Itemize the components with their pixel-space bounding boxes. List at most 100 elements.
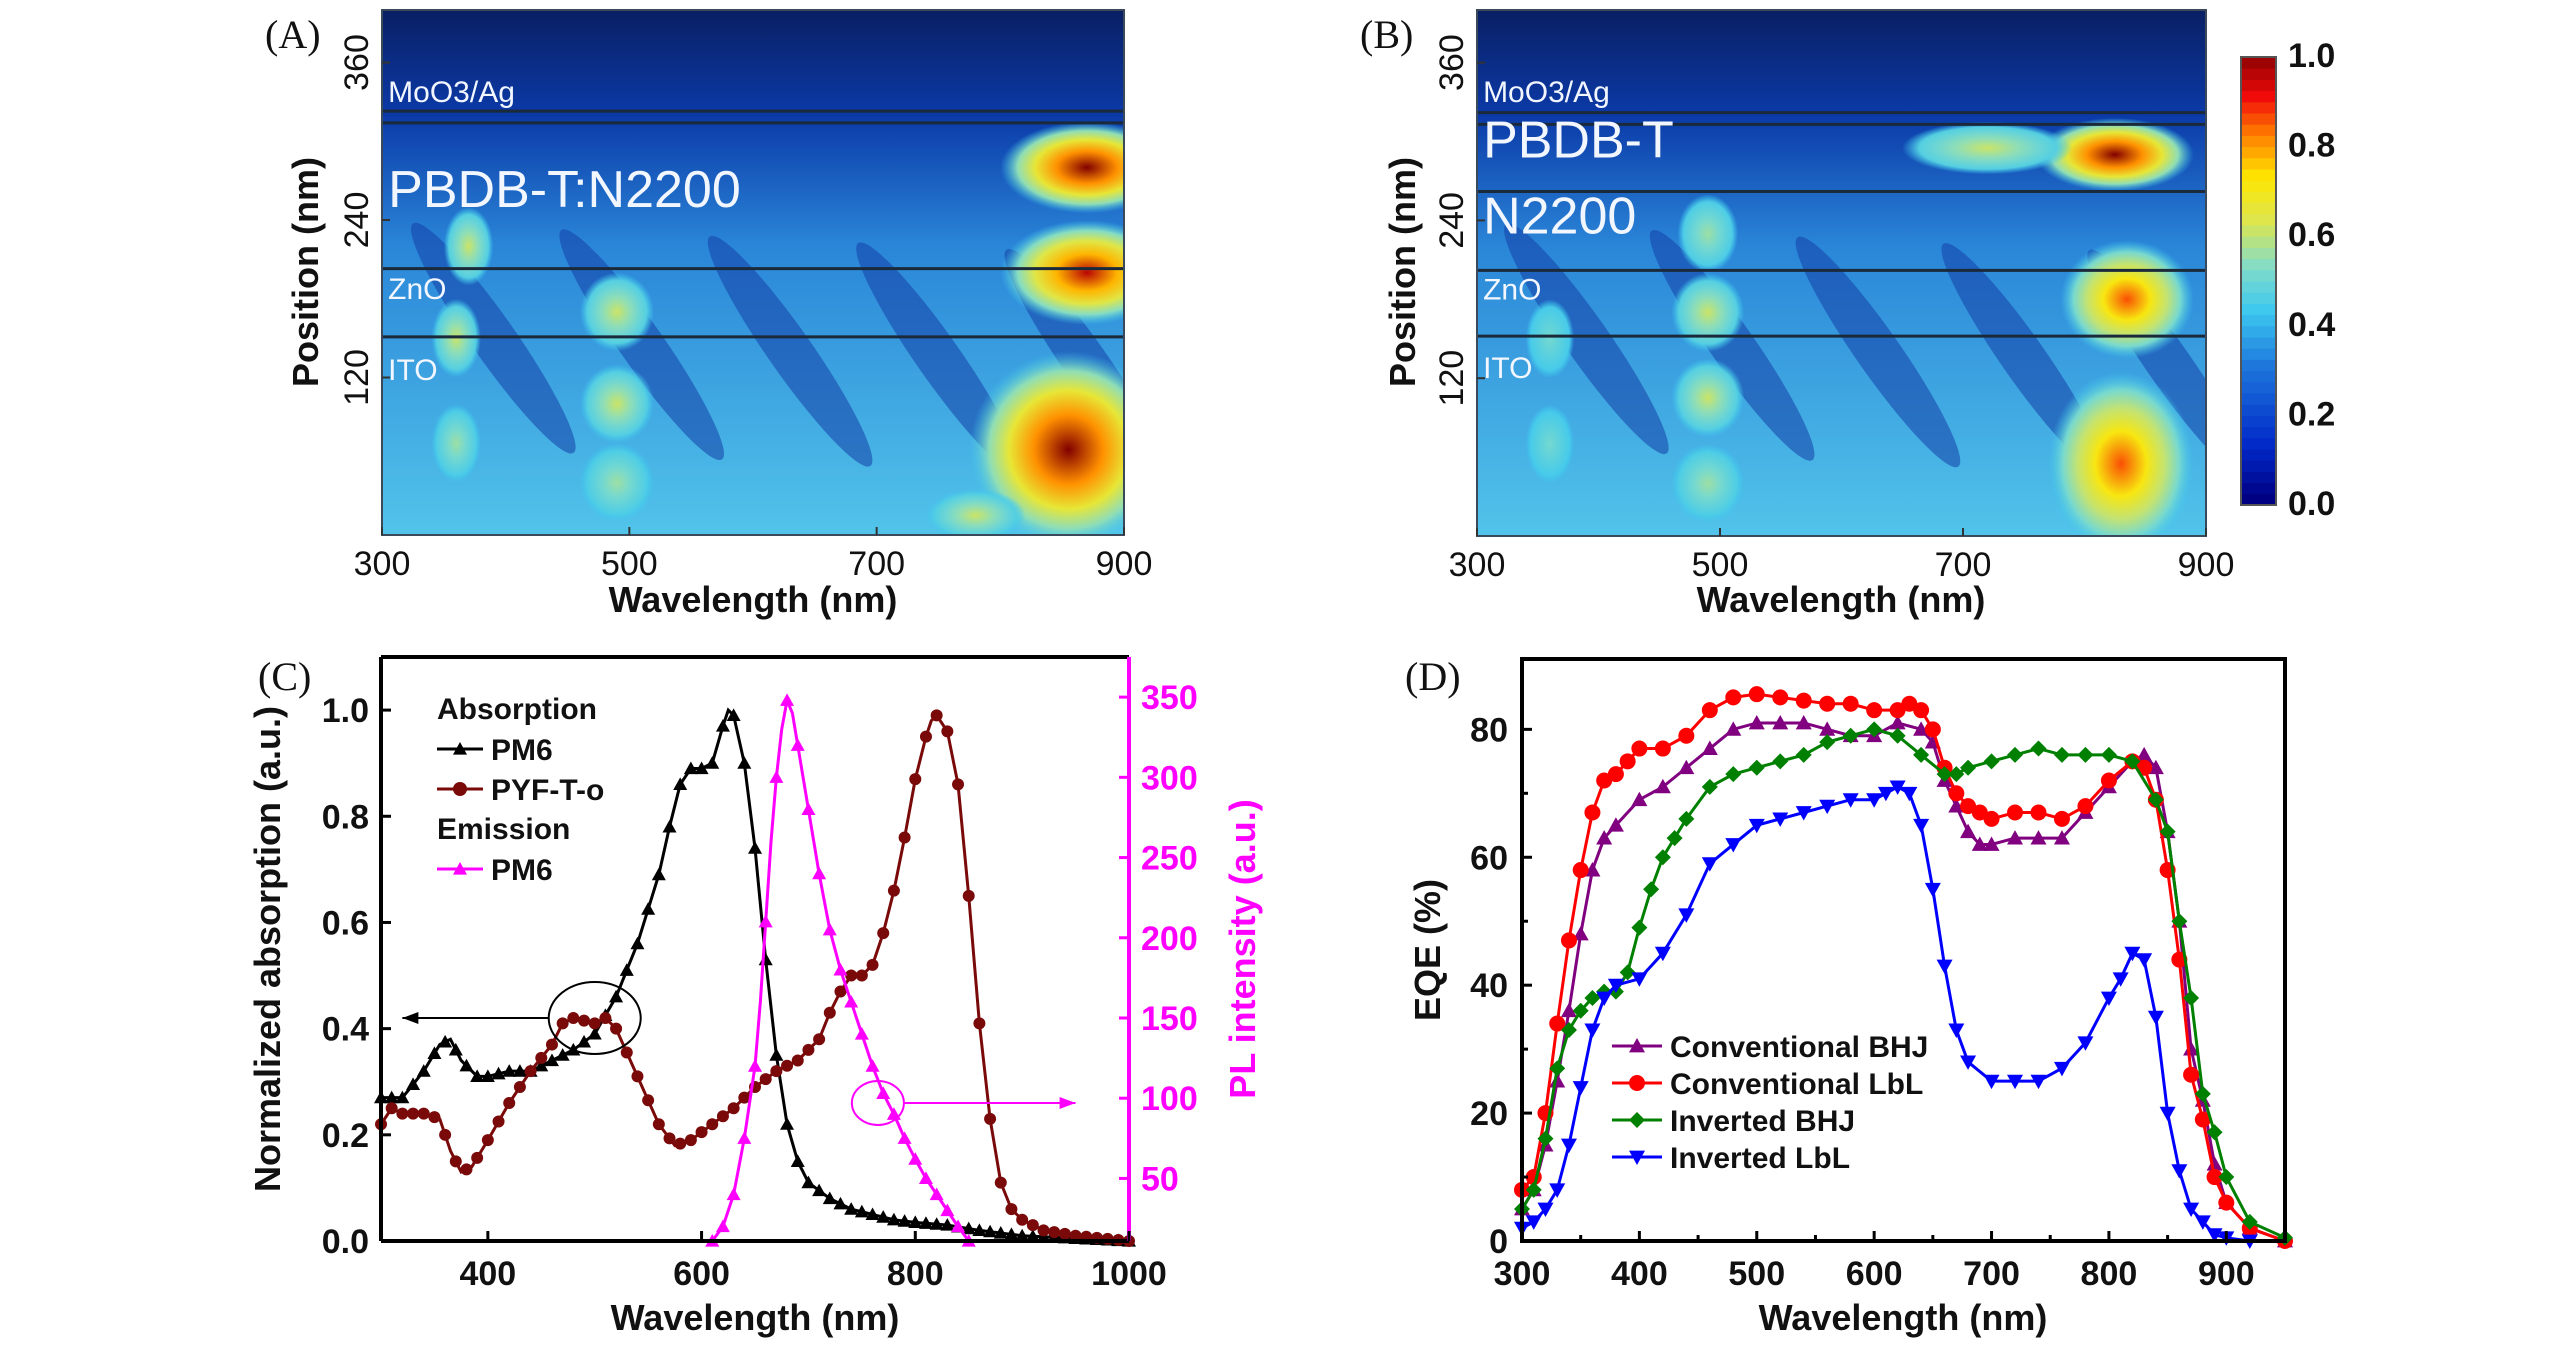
data-point bbox=[534, 1058, 549, 1072]
data-point bbox=[705, 756, 720, 769]
colorbar-segment bbox=[2241, 124, 2276, 136]
data-point bbox=[2218, 1169, 2235, 1186]
y-tick-label-right: 50 bbox=[1141, 1160, 1179, 1198]
panel-a-heatmap bbox=[382, 10, 1124, 535]
data-point bbox=[1666, 830, 1683, 847]
heatmap-hotspot bbox=[579, 364, 655, 444]
colorbar-frame bbox=[2240, 56, 2277, 506]
data-point bbox=[1678, 908, 1695, 923]
data-point bbox=[1069, 1229, 1082, 1242]
plot-frame bbox=[1520, 657, 2287, 1243]
data-point bbox=[448, 1042, 463, 1056]
data-point bbox=[791, 1054, 804, 1067]
data-point bbox=[1901, 695, 1918, 712]
data-point bbox=[1525, 1181, 1542, 1198]
data-point bbox=[406, 1077, 421, 1090]
layer-label: PBDB-T:N2200 bbox=[388, 161, 741, 219]
colorbar-segment bbox=[2241, 314, 2276, 327]
data-point bbox=[790, 738, 805, 751]
data-point bbox=[556, 1017, 569, 1030]
data-point bbox=[609, 989, 624, 1003]
series-line bbox=[1521, 785, 2250, 1243]
layer-label: PBDB-T bbox=[1483, 111, 1674, 169]
data-point bbox=[897, 1214, 912, 1227]
data-point bbox=[1058, 1227, 1071, 1240]
colorbar-tick-label: 0.8 bbox=[2288, 127, 2335, 165]
series-2 bbox=[705, 693, 976, 1247]
heatmap-hotspot bbox=[431, 403, 481, 483]
data-point bbox=[1842, 727, 1859, 744]
data-point bbox=[962, 889, 975, 902]
data-point bbox=[1701, 778, 1718, 795]
heatmap-hotspot bbox=[1671, 358, 1745, 438]
data-point bbox=[695, 1126, 708, 1139]
data-point bbox=[1678, 727, 1695, 744]
x-tick-label: 900 bbox=[1096, 545, 1153, 583]
data-point bbox=[545, 1038, 558, 1051]
layer-label: MoO3/Ag bbox=[388, 76, 515, 109]
data-point bbox=[674, 1137, 687, 1150]
data-point bbox=[2147, 791, 2164, 808]
data-point bbox=[780, 693, 795, 706]
panel-c-ylabel: Normalized absorption (a.u.) bbox=[247, 706, 288, 1192]
data-point bbox=[769, 1048, 784, 1061]
data-point bbox=[1584, 862, 1601, 877]
data-point bbox=[2007, 830, 2024, 845]
data-point bbox=[929, 1217, 944, 1230]
y-tick-label-right: 250 bbox=[1141, 840, 1198, 878]
x-tick-label: 700 bbox=[1935, 546, 1992, 584]
panel-c: (C) 400 600 800 1000 0.0 0.2 0.4 0.6 0.8 1.0 50 100… bbox=[247, 654, 1263, 1338]
data-point bbox=[1971, 804, 1988, 821]
data-point bbox=[845, 969, 858, 982]
y-tick-label-right: 100 bbox=[1141, 1080, 1198, 1118]
data-point bbox=[630, 936, 645, 950]
data-point bbox=[544, 1053, 559, 1067]
panel-d-ylabel: EQE (%) bbox=[1407, 879, 1448, 1021]
data-point bbox=[535, 1051, 548, 1064]
panel-c-label: (C) bbox=[258, 654, 311, 699]
data-point bbox=[1629, 1038, 1645, 1053]
data-point bbox=[2147, 1010, 2164, 1026]
data-point bbox=[1584, 1023, 1601, 1038]
heatmap-field bbox=[1477, 10, 2206, 536]
layer-label: ITO bbox=[388, 354, 437, 387]
data-point bbox=[1584, 804, 1601, 821]
y-tick-label: 0.4 bbox=[322, 1011, 369, 1049]
colorbar-segment bbox=[2241, 169, 2276, 181]
y-tick-label: 0.6 bbox=[322, 904, 369, 942]
data-point bbox=[1026, 1219, 1039, 1232]
heatmap-hotspot bbox=[926, 489, 1026, 535]
colorbar-segment bbox=[2241, 90, 2276, 103]
data-point bbox=[417, 1107, 430, 1120]
colorbar-segment bbox=[2241, 281, 2276, 293]
legend-label: PYF-T-o bbox=[491, 774, 604, 807]
data-point bbox=[2183, 1041, 2200, 1056]
panel-b-label: (B) bbox=[1360, 12, 1413, 57]
series-3 bbox=[1514, 780, 2258, 1249]
data-point bbox=[1619, 753, 1636, 770]
data-point bbox=[1795, 714, 1812, 730]
data-point bbox=[1015, 1228, 1030, 1242]
series-0 bbox=[374, 707, 1136, 1247]
data-point bbox=[1643, 881, 1660, 898]
data-point bbox=[438, 1034, 453, 1048]
data-point bbox=[1889, 727, 1906, 744]
data-point bbox=[1725, 838, 1742, 853]
data-point bbox=[2147, 759, 2164, 775]
data-point bbox=[427, 1046, 442, 1060]
heatmap-hotspot bbox=[1671, 443, 1745, 523]
data-point bbox=[2171, 913, 2188, 930]
data-point bbox=[1772, 689, 1789, 706]
data-point bbox=[1983, 753, 2000, 770]
data-point bbox=[1983, 1074, 2000, 1090]
data-point bbox=[460, 1163, 473, 1176]
data-point bbox=[2136, 953, 2153, 968]
data-point bbox=[1948, 798, 1965, 813]
data-point bbox=[1772, 753, 1789, 770]
data-point bbox=[1748, 759, 1765, 776]
y-tick-label: 240 bbox=[1433, 192, 1471, 249]
data-point bbox=[1037, 1224, 1050, 1237]
arrow-head-icon bbox=[402, 1012, 419, 1025]
data-point bbox=[822, 1191, 837, 1205]
